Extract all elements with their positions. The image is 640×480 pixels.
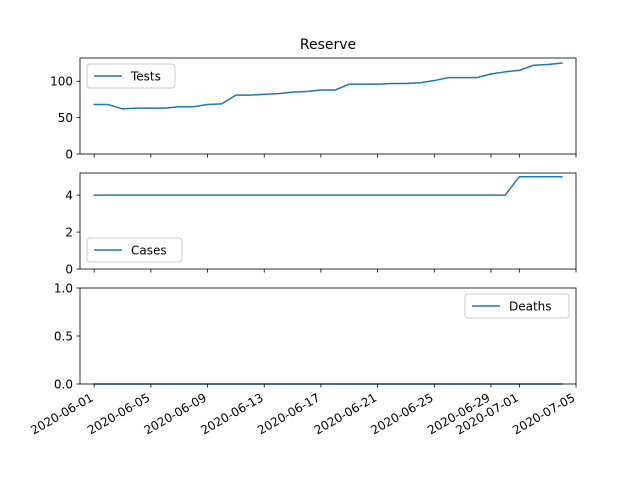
y-tick-label: 4 — [65, 188, 73, 202]
x-tick-label: 2020-06-09 — [142, 390, 209, 437]
legend-label: Tests — [130, 69, 161, 83]
y-tick-label: 0 — [65, 147, 73, 161]
x-tick-label: 2020-06-01 — [28, 390, 95, 437]
y-tick-label: 0.0 — [54, 377, 73, 391]
axes-frame — [79, 57, 577, 155]
axes-frame — [79, 172, 577, 270]
y-tick-label: 2 — [65, 225, 73, 239]
legend-label: Cases — [131, 243, 167, 257]
panel-1: 0 50 100 Tests — [50, 57, 577, 161]
x-tick-label: 2020-06-13 — [198, 390, 265, 437]
panel-2: 0 2 4 Cases — [65, 172, 577, 276]
y-tick-label: 0 — [65, 262, 73, 276]
x-tick-label: 2020-06-17 — [255, 390, 322, 437]
legend-label: Deaths — [509, 299, 552, 313]
legend-box — [86, 237, 183, 263]
x-tick-label: 2020-06-25 — [368, 390, 435, 437]
x-tick-label: 2020-06-21 — [312, 390, 379, 437]
y-tick-label: 1.0 — [54, 281, 73, 295]
y-tick-label: 100 — [50, 75, 73, 89]
legend-box — [464, 293, 570, 319]
legend: Tests — [86, 63, 176, 89]
panel-3: 0.00.51.02020-06-012020-06-052020-06-092… — [28, 281, 577, 437]
x-tick-label: 2020-07-05 — [510, 390, 577, 437]
legend-box — [86, 63, 176, 89]
series-line-tests — [93, 62, 563, 110]
legend: Deaths — [464, 293, 570, 319]
x-tick-label: 2020-06-05 — [85, 390, 152, 437]
series-line-cases — [93, 175, 563, 196]
y-tick-label: 0.5 — [54, 329, 73, 343]
legend: Cases — [86, 237, 183, 263]
chart-title: Reserve — [300, 37, 356, 53]
y-tick-label: 50 — [58, 111, 73, 125]
